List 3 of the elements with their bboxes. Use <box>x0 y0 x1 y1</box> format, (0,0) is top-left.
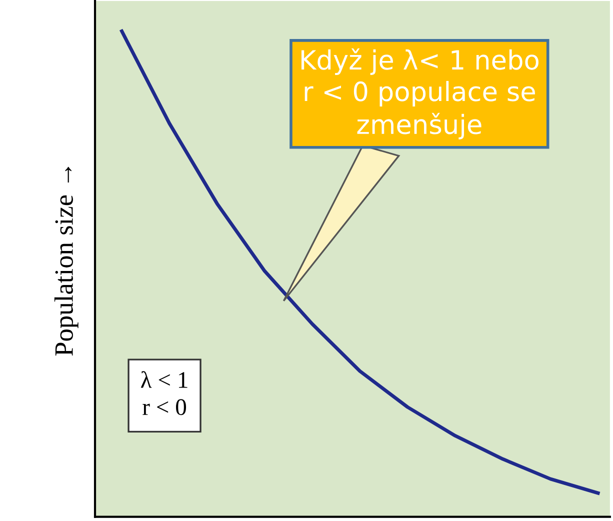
y-axis-title: Population size → <box>54 166 78 356</box>
annotation: λ < 1 r < 0 <box>140 371 188 416</box>
annotation: Když je λ< 1 nebo r < 0 populace se zmenšuje <box>301 48 538 140</box>
